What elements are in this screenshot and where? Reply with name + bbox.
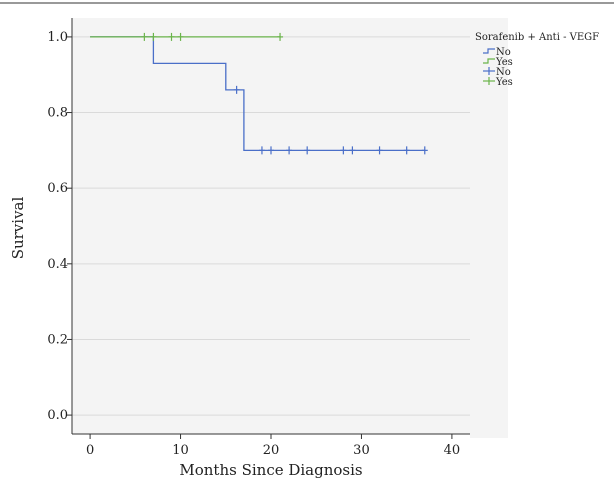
y-tick-label: 0.6 [47, 181, 68, 196]
x-tick-label: 20 [263, 443, 280, 458]
legend-step-symbol [483, 48, 495, 54]
gridlines [72, 36, 470, 416]
legend-label: Yes [495, 77, 513, 88]
legend-step-symbol [483, 58, 495, 64]
legend-label: Yes [495, 57, 513, 68]
y-tick-label: 1.0 [47, 30, 68, 45]
y-tick-label: 0.0 [47, 408, 68, 423]
y-tick-label: 0.8 [47, 106, 68, 121]
x-axis-title: Months Since Diagnosis [179, 461, 362, 479]
series-line-no [90, 36, 425, 152]
plot-area-background [72, 18, 470, 434]
y-tick-label: 0.2 [47, 332, 68, 347]
y-axis-title: Survival [9, 197, 27, 260]
legend-title: Sorafenib + Anti - VEGF [475, 32, 599, 43]
series-lines [90, 36, 425, 152]
legend-panel-background [470, 18, 508, 438]
x-tick-label: 40 [444, 443, 461, 458]
censor-marks [141, 32, 428, 155]
x-tick-label: 10 [172, 443, 189, 458]
y-tick-label: 0.4 [47, 257, 68, 272]
tick-labels: 0.0 0.2 0.4 0.6 0.8 1.0 0 10 20 30 40 [47, 30, 460, 458]
x-tick-label: 30 [353, 443, 370, 458]
legend-label: No [496, 47, 511, 58]
legend-label: No [496, 67, 511, 78]
x-tick-label: 0 [86, 443, 94, 458]
